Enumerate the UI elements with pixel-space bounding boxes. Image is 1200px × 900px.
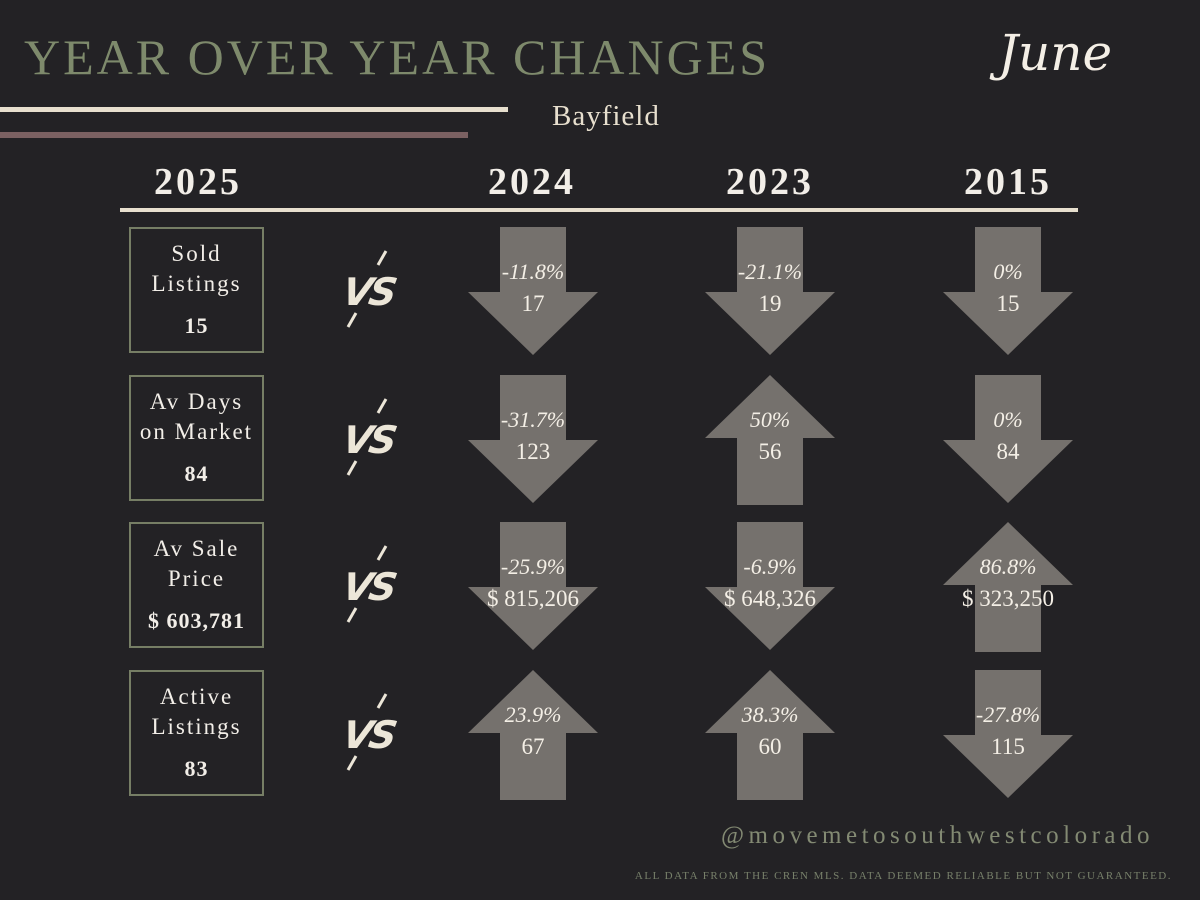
header-divider xyxy=(120,208,1078,212)
metric-label-line: Price xyxy=(167,566,226,591)
arrow-down-icon xyxy=(943,670,1073,800)
metric-label: Active Listings xyxy=(121,682,272,742)
svg-text:VS: VS xyxy=(339,418,399,463)
disclaimer: ALL DATA FROM THE CREN MLS. DATA DEEMED … xyxy=(634,870,1172,882)
metric-current-value: $ 603,781 xyxy=(148,608,245,633)
vs-icon: VS xyxy=(336,249,400,333)
svg-text:VS: VS xyxy=(339,713,399,758)
metric-current-value: 83 xyxy=(184,756,209,781)
metric-label: Av Days on Market xyxy=(121,387,272,447)
page-title: YEAR OVER YEAR CHANGES xyxy=(24,29,771,85)
vs-icon: VS xyxy=(336,397,400,481)
arrow-down-icon xyxy=(705,227,835,357)
year-header-2024: 2024 xyxy=(488,161,576,203)
metric-label-line: Av Days xyxy=(149,389,244,414)
svg-text:VS: VS xyxy=(339,565,399,610)
arrow-down-icon xyxy=(468,375,598,505)
arrow-up-icon xyxy=(705,375,835,505)
decorative-rule-mauve xyxy=(0,132,468,138)
social-handle: @movemetosouthwestcolorado xyxy=(720,822,1154,849)
metric-label-line: Sold xyxy=(171,241,222,266)
metric-label-line: on Market xyxy=(139,419,254,444)
vs-icon: VS xyxy=(336,544,400,628)
metric-label-line: Listings xyxy=(151,714,242,739)
metric-label: Av Sale Price xyxy=(121,534,272,594)
arrow-up-icon xyxy=(468,670,598,800)
arrow-down-icon xyxy=(468,522,598,652)
year-header-2023: 2023 xyxy=(726,161,814,203)
arrow-down-icon xyxy=(705,522,835,652)
metric-card: Av Days on Market 84 xyxy=(129,375,264,501)
metric-card: Sold Listings 15 xyxy=(129,227,264,353)
arrow-up-icon xyxy=(943,522,1073,652)
month-label: June xyxy=(998,24,1113,82)
metric-label-line: Active xyxy=(159,684,234,709)
metric-current-value: 15 xyxy=(184,313,209,338)
svg-text:VS: VS xyxy=(339,270,399,315)
arrow-down-icon xyxy=(943,227,1073,357)
year-header-2015: 2015 xyxy=(964,161,1052,203)
metric-card: Active Listings 83 xyxy=(129,670,264,796)
metric-label-line: Av Sale xyxy=(153,536,240,561)
metric-label: Sold Listings xyxy=(121,239,272,299)
arrow-down-icon xyxy=(943,375,1073,505)
arrow-down-icon xyxy=(468,227,598,357)
year-header-current: 2025 xyxy=(154,161,242,203)
metric-current-value: 84 xyxy=(184,461,209,486)
decorative-rule-cream xyxy=(0,107,508,112)
metric-label-line: Listings xyxy=(151,271,242,296)
arrow-up-icon xyxy=(705,670,835,800)
location-label: Bayfield xyxy=(552,100,660,132)
vs-icon: VS xyxy=(336,692,400,776)
metric-card: Av Sale Price $ 603,781 xyxy=(129,522,264,648)
